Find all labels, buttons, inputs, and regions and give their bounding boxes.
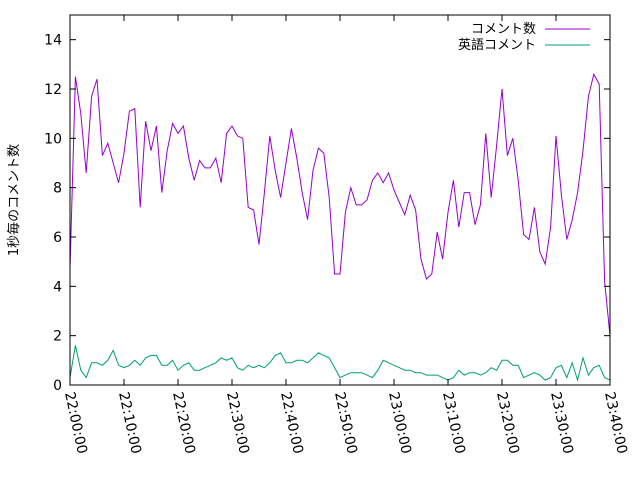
x-axis: 22:00:00 22:10:00 22:20:00 22:30:00 22:40:00… xyxy=(61,15,630,455)
series-line-0 xyxy=(69,72,611,336)
x-tick-label: 23:30:00 xyxy=(547,391,576,456)
y-tick-label: 10 xyxy=(44,131,62,147)
y-tick-label: 6 xyxy=(53,230,62,246)
plot-frame xyxy=(69,14,611,386)
y-tick-label: 12 xyxy=(44,82,62,98)
legend-label-1: 英語コメント xyxy=(458,37,536,53)
y-axis-label: 1秒毎のコメント数 xyxy=(6,144,22,256)
y-tick-label: 4 xyxy=(53,279,62,295)
y-axis: 0 2 4 6 8 10 12 14 xyxy=(44,33,610,394)
x-tick-label: 22:50:00 xyxy=(331,391,360,456)
y-tick-label: 0 xyxy=(53,378,62,394)
x-tick-label: 22:30:00 xyxy=(223,391,252,456)
x-tick-label: 22:20:00 xyxy=(169,391,198,456)
legend-label-0: コメント数 xyxy=(471,22,536,37)
x-tick-label: 23:00:00 xyxy=(385,391,414,456)
series-lines xyxy=(69,72,611,382)
y-tick-label: 2 xyxy=(53,329,62,345)
x-tick-label: 23:10:00 xyxy=(439,391,468,456)
y-tick-label: 8 xyxy=(53,181,62,197)
x-tick-label: 22:40:00 xyxy=(277,391,306,456)
x-tick-label: 22:00:00 xyxy=(61,391,90,456)
x-tick-label: 23:20:00 xyxy=(493,391,522,456)
x-tick-label: 22:10:00 xyxy=(115,391,144,456)
y-tick-label: 14 xyxy=(44,33,62,49)
x-tick-label: 23:40:00 xyxy=(601,391,630,456)
series-line-1 xyxy=(69,345,611,382)
